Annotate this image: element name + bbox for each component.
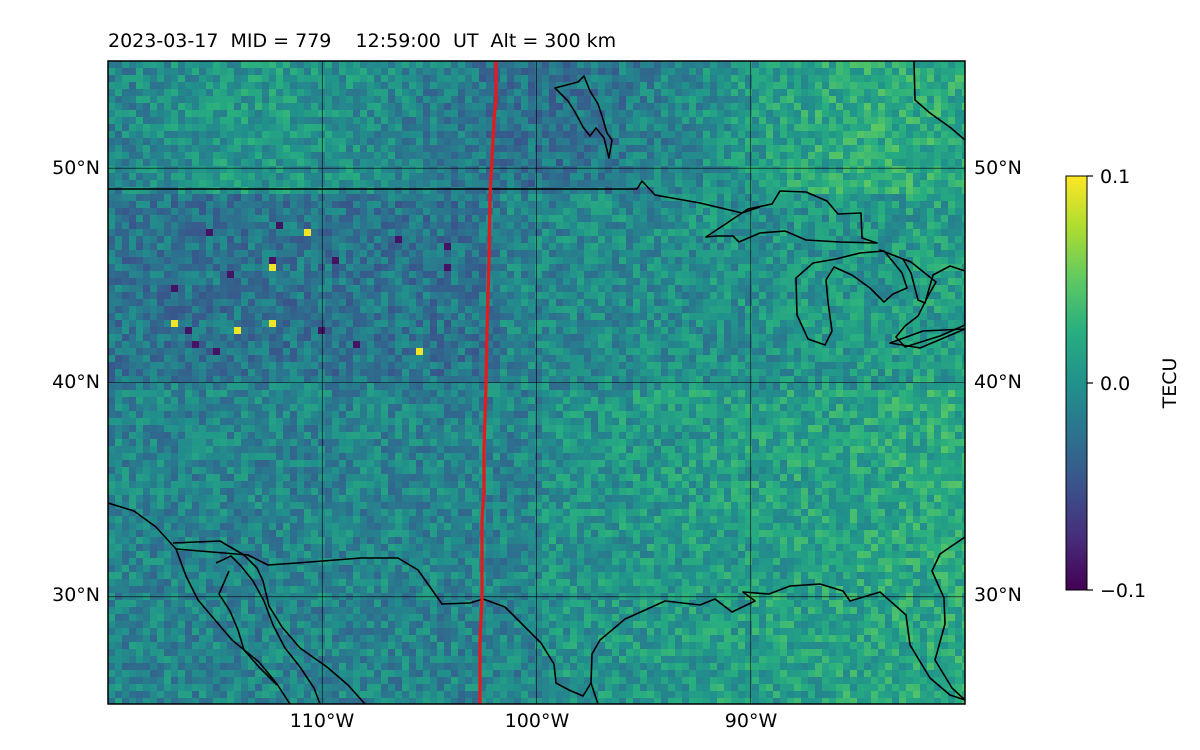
lake-erie — [889, 328, 965, 349]
colorbar-max-label: 0.1 — [1100, 166, 1130, 188]
baja-inner — [172, 540, 366, 704]
lat-tick-right: 50°N — [974, 157, 1022, 179]
lake-huron-erie — [879, 249, 965, 348]
map-frame — [107, 60, 966, 705]
lake-superior — [705, 190, 878, 244]
baja-outer — [108, 502, 291, 704]
tec-heatmap — [108, 61, 965, 704]
coastlines — [108, 61, 965, 704]
colorbar-min-label: −0.1 — [1100, 580, 1146, 602]
lat-ticks-right: 50°N 40°N 30°N — [974, 157, 1022, 606]
lat-tick-left: 30°N — [52, 584, 100, 606]
lat-tick-right: 40°N — [974, 371, 1022, 393]
lat-tick-right: 30°N — [974, 584, 1022, 606]
map-title: 2023-03-17 MID = 779 12:59:00 UT Alt = 3… — [108, 30, 617, 52]
colorbar-axis-label: TECU — [1159, 358, 1181, 410]
lat-ticks-left: 50°N 40°N 30°N — [52, 157, 100, 606]
florida-coast — [931, 536, 965, 701]
lake-michigan — [795, 250, 908, 346]
northeast-coast — [913, 61, 965, 141]
gulf-coast — [590, 583, 965, 704]
mexico-coast — [215, 555, 321, 704]
hudson-bay-coast — [554, 75, 613, 159]
lon-tick: 110°W — [290, 710, 355, 732]
lat-tick-left: 50°N — [52, 157, 100, 179]
reference-meridian — [478, 61, 498, 704]
gridlines — [108, 61, 965, 704]
colorbar-mid-label: 0.0 — [1100, 373, 1130, 395]
lon-tick: 90°W — [725, 710, 778, 732]
colorbar-gradient — [1065, 175, 1088, 591]
mexico-inner-coast — [218, 570, 278, 686]
lon-ticks-bottom: 110°W 100°W 90°W — [290, 710, 778, 732]
lat-tick-left: 40°N — [52, 371, 100, 393]
us-mexico-border — [175, 548, 592, 697]
colorbar: 0.1 0.0 −0.1 TECU — [1065, 166, 1181, 602]
lon-tick: 100°W — [505, 710, 570, 732]
